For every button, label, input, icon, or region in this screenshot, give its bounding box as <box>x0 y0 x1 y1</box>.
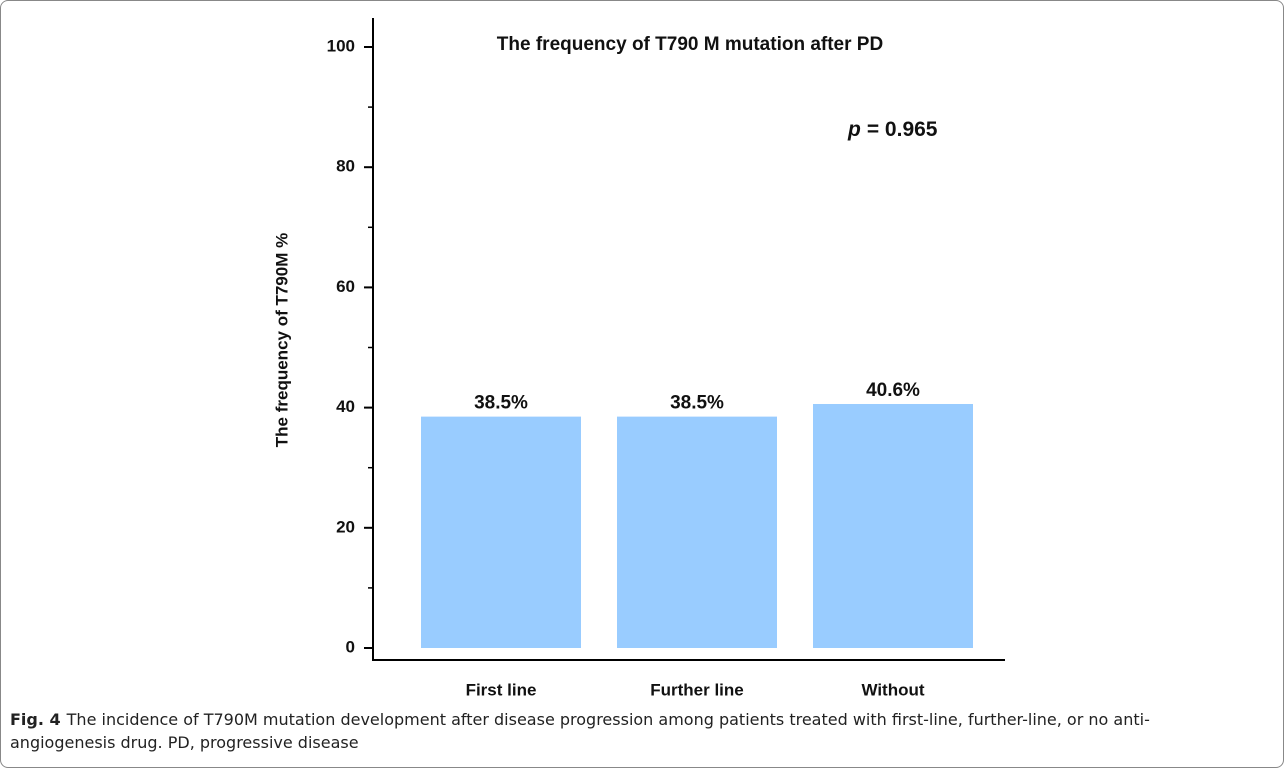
annotation-symbol: p <box>847 118 861 141</box>
y-tick-label: 60 <box>336 277 355 296</box>
chart: The frequency of T790 M mutation after P… <box>272 18 1005 699</box>
caption-text: The incidence of T790M mutation developm… <box>10 710 1150 752</box>
value-label: 38.5% <box>670 393 724 414</box>
bar <box>617 416 777 648</box>
caption-label: Fig. 4 <box>10 710 61 729</box>
caption: Fig. 4 The incidence of T790M mutation de… <box>10 708 1250 754</box>
chart-title: The frequency of T790 M mutation after P… <box>497 34 883 55</box>
annotation: p = 0.965 <box>847 118 938 141</box>
x-tick-label: First line <box>466 680 537 699</box>
bar <box>421 416 581 648</box>
value-label: 38.5% <box>474 393 528 414</box>
x-tick-label: Further line <box>650 680 744 699</box>
y-tick-label: 20 <box>336 517 355 536</box>
y-axis-label: The frequency of T790M % <box>272 233 291 447</box>
value-label: 40.6% <box>866 380 920 401</box>
x-tick-label: Without <box>861 680 924 699</box>
y-tick-label: 100 <box>327 36 355 55</box>
y-tick-label: 40 <box>336 397 355 416</box>
bar <box>813 403 973 648</box>
y-tick-label: 80 <box>336 157 355 176</box>
annotation-text: = 0.965 <box>867 118 938 141</box>
y-tick-label: 0 <box>346 637 355 656</box>
